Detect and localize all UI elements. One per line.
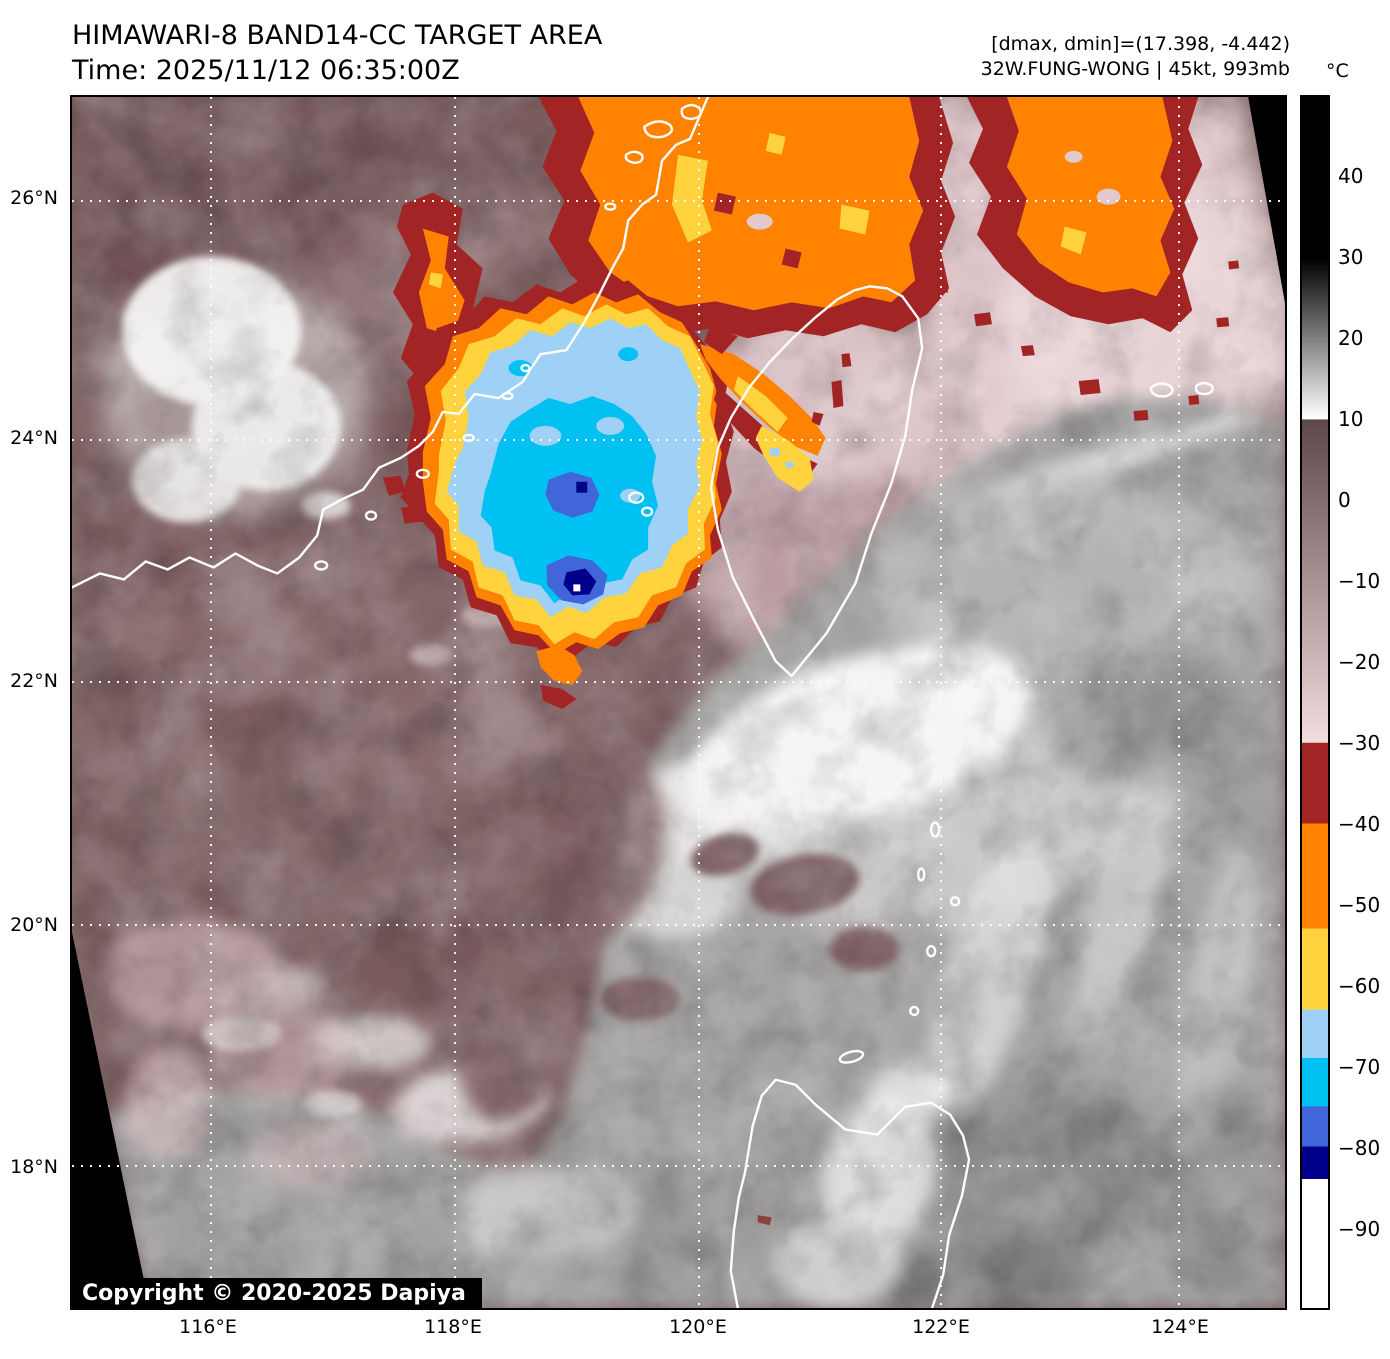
longitude-gridline [1178, 97, 1181, 1308]
colorbar-tick-label: 40 [1338, 164, 1364, 189]
latitude-tick-label: 20°N [10, 913, 58, 936]
latitude-tick-label: 24°N [10, 426, 58, 449]
timestamp: Time: 2025/11/12 06:35:00Z [72, 55, 460, 86]
colorbar [1300, 95, 1330, 1310]
colorbar-tick-labels: 40 30 20 10 0 −10 −20 −30 −40 −50 −60 −70 −80 −90 [1338, 95, 1390, 1310]
colorbar-tick-label: −30 [1338, 730, 1381, 755]
colorbar-tick-label: 30 [1338, 244, 1364, 269]
colorbar-tick-label: 20 [1338, 326, 1364, 350]
colorbar-tick-label: −80 [1338, 1136, 1381, 1161]
latitude-axis: 26°N 24°N 22°N 20°N 18°N [0, 95, 64, 1310]
longitude-tick-label: 124°E [1151, 1316, 1209, 1338]
page-title: HIMAWARI-8 BAND14-CC TARGET AREA [72, 20, 603, 51]
latitude-tick-label: 26°N [10, 187, 58, 210]
satellite-imagery [72, 97, 1285, 1308]
longitude-tick-label: 116°E [179, 1316, 237, 1338]
longitude-tick-label: 118°E [424, 1316, 482, 1338]
longitude-tick-label: 120°E [669, 1316, 727, 1338]
colorbar-gradient [1302, 97, 1328, 1308]
longitude-gridline [453, 97, 456, 1308]
colorbar-tick-label: −10 [1338, 569, 1381, 593]
copyright: Copyright © 2020-2025 Dapiya [72, 1278, 482, 1308]
latitude-tick-label: 18°N [10, 1155, 58, 1178]
latitude-tick-label: 22°N [10, 669, 58, 692]
longitude-gridline [209, 97, 212, 1308]
colorbar-tick-label: −60 [1338, 973, 1381, 998]
longitude-gridline [940, 97, 943, 1308]
longitude-gridline [697, 97, 700, 1308]
satellite-map: Copyright © 2020-2025 Dapiya [70, 95, 1287, 1310]
longitude-tick-label: 122°E [912, 1316, 970, 1338]
grid-overlay [72, 97, 1285, 1308]
colorbar-unit-label: °C [1326, 60, 1349, 82]
colorbar-tick-label: −40 [1338, 812, 1381, 836]
title-block: HIMAWARI-8 BAND14-CC TARGET AREA Time: 2… [72, 18, 602, 88]
latitude-gridline [72, 199, 1285, 202]
colorbar-tick-label: −90 [1338, 1216, 1381, 1241]
latitude-gridline [72, 1165, 1285, 1168]
latitude-gridline [72, 438, 1285, 441]
colorbar-tick-label: −50 [1338, 893, 1381, 918]
colorbar-tick-label: −20 [1338, 650, 1381, 675]
latitude-gridline [72, 681, 1285, 684]
colorbar-tick-label: −70 [1338, 1055, 1381, 1079]
colorbar-tick-label: 0 [1338, 487, 1351, 512]
longitude-axis: 116°E 118°E 120°E 122°E 124°E [70, 1316, 1287, 1344]
annotation-block: [dmax, dmin]=(17.398, -4.442) 32W.FUNG-W… [981, 32, 1290, 82]
latitude-gridline [72, 924, 1285, 927]
colorbar-tick-label: 10 [1338, 407, 1364, 432]
dmax-dmin-readout: [dmax, dmin]=(17.398, -4.442) [991, 33, 1290, 55]
storm-info: 32W.FUNG-WONG | 45kt, 993mb [980, 58, 1290, 80]
